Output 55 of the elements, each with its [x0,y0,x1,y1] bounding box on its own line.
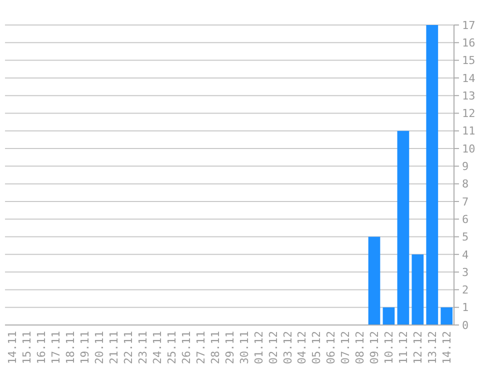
x-tick-label: 25.11 [165,331,178,364]
x-tick-label: 18.11 [64,331,78,364]
x-tick-label: 08.12 [354,331,367,364]
x-tick-label: 21.11 [108,331,121,364]
y-tick-label: 9 [462,160,469,174]
x-tick-label: 04.12 [296,331,309,364]
x-tick-label: 13.12 [426,331,439,364]
x-tick-label: 19.11 [78,331,92,364]
bar [382,307,395,325]
y-tick-label: 15 [462,54,476,68]
x-tick-label: 29.11 [223,331,236,364]
y-tick-label: 3 [462,266,469,279]
y-tick-label: 13 [462,89,476,102]
bar [397,130,410,325]
bar [426,25,438,325]
x-tick-label: 17.11 [50,331,63,364]
y-tick-label: 6 [462,212,469,226]
y-tick-label: 10 [462,142,476,156]
x-tick-label: 16.11 [35,331,48,364]
y-tick-label: 12 [462,107,476,120]
x-tick-label: 22.11 [122,331,136,364]
x-tick-label: 05.12 [310,331,324,364]
x-tick-label: 28.11 [208,331,222,364]
x-tick-label: 14.11 [6,331,20,364]
y-tick-label: 4 [462,248,469,262]
x-tick-label: 15.11 [20,331,34,364]
x-tick-label: 12.12 [412,331,425,364]
x-tick-label: 06.12 [324,331,338,364]
y-tick-label: 17 [462,18,476,32]
y-tick-label: 1 [462,301,469,314]
y-tick-label: 14 [462,72,476,85]
y-tick-label: 2 [462,284,469,297]
y-tick-label: 5 [462,230,469,244]
x-tick-label: 10.12 [382,331,396,364]
x-tick-label: 01.12 [252,331,266,364]
y-tick-label: 7 [462,195,469,208]
x-tick-label: 24.11 [150,331,164,364]
x-tick-label: 14.12 [440,331,454,364]
bar [412,254,424,325]
x-tick-label: 30.11 [238,331,251,364]
x-tick-label: 26.11 [180,331,193,364]
y-tick-label: 0 [462,318,469,332]
x-tick-label: 20.11 [93,331,106,364]
x-tick-label: 11.12 [397,331,410,364]
y-tick-label: 16 [462,36,476,50]
x-tick-label: 02.12 [266,331,280,364]
x-tick-label: 27.11 [194,331,208,364]
x-tick-label: 09.12 [368,331,382,364]
x-tick-label: 07.12 [339,331,352,364]
x-tick-label: 03.12 [281,331,294,364]
y-tick-label: 11 [462,124,476,138]
x-tick-label: 23.11 [136,331,150,364]
y-tick-label: 8 [462,178,469,191]
bar [440,307,453,325]
bar [368,236,380,325]
